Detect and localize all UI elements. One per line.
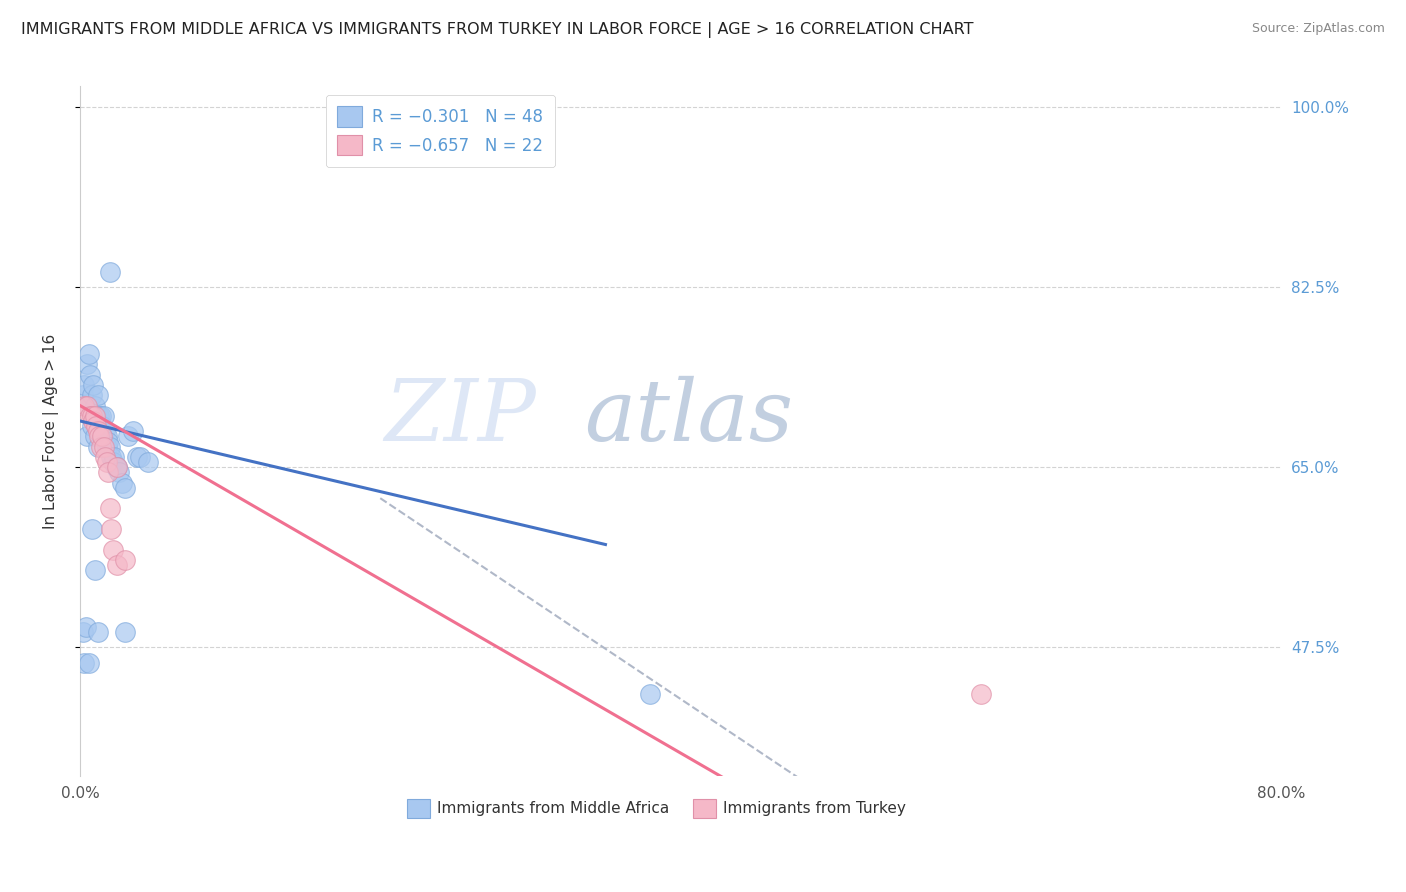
Point	[90, 440, 112, 454]
Point	[80, 388, 103, 402]
Point	[100, 522, 122, 536]
Point	[104, 460, 127, 475]
Point	[114, 481, 136, 495]
Point	[91, 419, 114, 434]
Point	[114, 553, 136, 567]
Point	[111, 475, 134, 490]
Point	[103, 450, 125, 464]
Legend: Immigrants from Middle Africa, Immigrants from Turkey: Immigrants from Middle Africa, Immigrant…	[401, 793, 912, 823]
Y-axis label: In Labor Force | Age > 16: In Labor Force | Age > 16	[44, 334, 59, 529]
Point	[77, 656, 100, 670]
Point	[98, 265, 121, 279]
Point	[136, 455, 159, 469]
Point	[80, 419, 103, 434]
Point	[87, 388, 110, 402]
Point	[107, 460, 129, 475]
Point	[80, 409, 103, 423]
Point	[73, 656, 96, 670]
Point	[84, 563, 107, 577]
Point	[108, 466, 131, 480]
Point	[93, 440, 115, 454]
Text: IMMIGRANTS FROM MIDDLE AFRICA VS IMMIGRANTS FROM TURKEY IN LABOR FORCE | AGE > 1: IMMIGRANTS FROM MIDDLE AFRICA VS IMMIGRA…	[21, 22, 973, 38]
Point	[98, 501, 121, 516]
Point	[79, 409, 101, 423]
Point	[76, 357, 98, 371]
Point	[72, 388, 94, 402]
Text: Source: ZipAtlas.com: Source: ZipAtlas.com	[1251, 22, 1385, 36]
Point	[94, 424, 117, 438]
Point	[91, 429, 114, 443]
Point	[94, 450, 117, 464]
Point	[101, 455, 124, 469]
Point	[73, 399, 96, 413]
Point	[100, 450, 122, 464]
Point	[107, 558, 129, 573]
Point	[84, 429, 107, 443]
Point	[125, 450, 148, 464]
Point	[96, 455, 118, 469]
Point	[89, 409, 111, 423]
Point	[86, 409, 108, 423]
Point	[84, 399, 107, 413]
Point	[72, 625, 94, 640]
Point	[87, 440, 110, 454]
Point	[97, 466, 120, 480]
Point	[90, 409, 112, 423]
Point	[129, 450, 152, 464]
Point	[93, 409, 115, 423]
Point	[73, 378, 96, 392]
Point	[86, 419, 108, 434]
Point	[96, 429, 118, 443]
Point	[114, 625, 136, 640]
Point	[84, 409, 107, 423]
Point	[970, 687, 993, 701]
Point	[117, 429, 139, 443]
Point	[82, 378, 104, 392]
Point	[91, 429, 114, 443]
Point	[89, 429, 111, 443]
Text: atlas: atlas	[585, 376, 793, 458]
Point	[87, 625, 110, 640]
Point	[75, 620, 97, 634]
Point	[98, 440, 121, 454]
Point	[640, 687, 662, 701]
Point	[79, 368, 101, 382]
Point	[97, 434, 120, 449]
Point	[101, 542, 124, 557]
Point	[107, 460, 129, 475]
Text: ZIP: ZIP	[384, 376, 536, 458]
Point	[76, 429, 98, 443]
Point	[80, 522, 103, 536]
Point	[77, 347, 100, 361]
Point	[82, 414, 104, 428]
Point	[75, 399, 97, 413]
Point	[76, 399, 98, 413]
Point	[87, 424, 110, 438]
Point	[96, 440, 118, 454]
Point	[121, 424, 143, 438]
